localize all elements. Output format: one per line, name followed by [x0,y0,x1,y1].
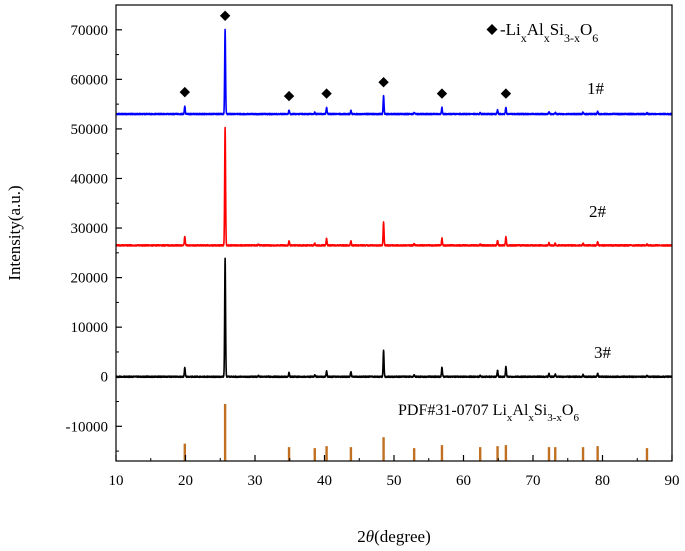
series-label-1: 1# [587,79,605,98]
x-tick-label: 60 [456,473,471,489]
y-axis-title: Intensity(a.u.) [5,185,24,280]
plot-inner [116,28,672,461]
legend-diamond [486,24,498,35]
y-tick-label: 30000 [71,221,109,237]
x-tick-label: 90 [665,473,680,489]
y-tick-label: 60000 [71,72,109,88]
x-tick-label: 30 [248,473,263,489]
axes: 10 20 30 40 50 60 70 80 90 -10000 0 10000 20000 30000… [66,4,680,489]
series-line-2 [116,126,672,247]
series-label-2: 2# [589,202,607,221]
labels: 2θ(degree) Intensity(a.u.) [5,185,431,546]
series-line-1 [116,28,672,116]
diamond-marker [378,77,389,88]
series-line-3 [116,257,672,379]
x-axis-title: 2θ(degree) [357,527,430,546]
diamond-marker [321,88,332,99]
plot-area [116,10,672,461]
reference-label: PDF#31-0707 LixAlxSi3-xO6 [398,402,579,424]
plot-frame [115,4,673,462]
legend-label: -LixAlxSi3-xO6 [500,20,598,45]
y-tick-label: 0 [101,370,109,386]
x-tick-label: 50 [387,473,402,489]
series-label-3: 3# [594,343,612,362]
diamond-marker [436,88,448,99]
diamond-marker [500,88,512,99]
x-tick-label: 80 [595,473,610,489]
y-tick-label: 20000 [71,271,109,287]
x-tick-label: 40 [317,473,332,489]
y-tick-label: 50000 [71,122,109,138]
y-tick-label: 40000 [71,171,109,187]
y-tick-label: 10000 [71,320,109,336]
x-tick-label: 20 [178,473,193,489]
diamond-marker [219,10,231,21]
diamond-marker [179,86,191,98]
diamond-marker [283,90,295,102]
x-tick-label: 70 [526,473,541,489]
y-tick-label: -10000 [66,419,109,435]
x-tick-label: 10 [109,473,124,489]
y-tick-label: 70000 [71,23,109,39]
